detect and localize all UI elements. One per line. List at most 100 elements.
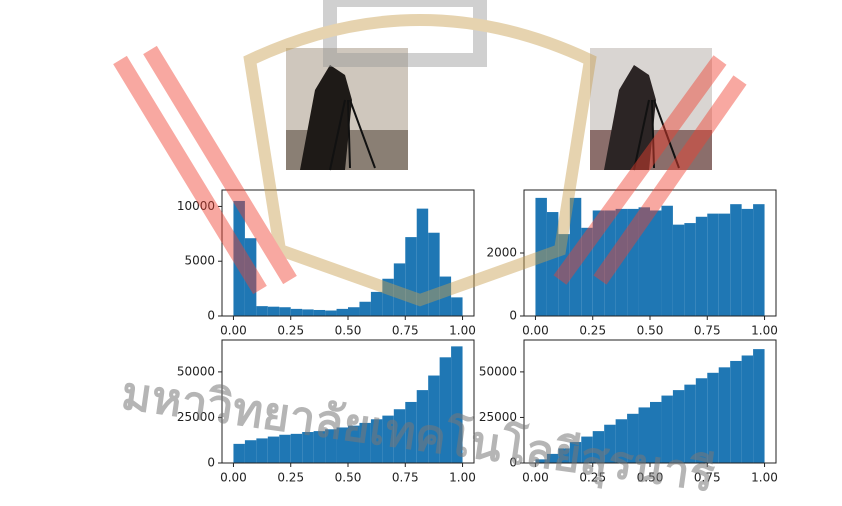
bar bbox=[558, 234, 570, 316]
x-tick-label: 0.25 bbox=[579, 324, 606, 338]
bar bbox=[581, 436, 593, 463]
x-tick-label: 0.00 bbox=[522, 324, 549, 338]
bar bbox=[569, 197, 582, 316]
bar bbox=[604, 210, 616, 316]
bar bbox=[695, 378, 708, 463]
bar bbox=[290, 433, 303, 463]
bar bbox=[393, 409, 406, 463]
bar bbox=[535, 459, 547, 463]
bar bbox=[233, 200, 245, 316]
bar bbox=[439, 276, 452, 316]
bar bbox=[615, 208, 628, 316]
bar bbox=[336, 308, 348, 316]
bar bbox=[302, 432, 314, 463]
bar bbox=[535, 197, 547, 316]
x-tick-label: 0.75 bbox=[694, 324, 721, 338]
bar bbox=[336, 427, 348, 463]
bar bbox=[428, 375, 440, 463]
bar bbox=[348, 307, 360, 316]
bar bbox=[348, 425, 360, 463]
bar bbox=[416, 390, 429, 463]
bar bbox=[695, 216, 708, 316]
bar bbox=[638, 207, 650, 316]
bar bbox=[359, 422, 371, 463]
bar bbox=[279, 307, 291, 316]
bar bbox=[730, 204, 742, 316]
bar bbox=[741, 355, 754, 463]
x-tick-label: 0.75 bbox=[392, 471, 419, 485]
bar bbox=[661, 395, 673, 463]
x-tick-label: 0.50 bbox=[335, 471, 362, 485]
bar bbox=[558, 448, 570, 463]
bar bbox=[707, 213, 719, 316]
bar bbox=[753, 204, 765, 316]
bar bbox=[741, 208, 754, 316]
x-tick-label: 0.50 bbox=[335, 324, 362, 338]
bar bbox=[730, 360, 742, 463]
bar bbox=[382, 278, 394, 316]
bar bbox=[684, 384, 696, 463]
bar bbox=[233, 443, 245, 463]
bar bbox=[313, 431, 326, 463]
bar bbox=[672, 390, 685, 463]
x-tick-label: 0.50 bbox=[637, 471, 664, 485]
histograms: 0.00 0.25 0.50 0.75 1.00 0 5000 10000 0.00 0.25 0.… bbox=[177, 189, 778, 485]
x-tick-label: 0.75 bbox=[694, 471, 721, 485]
bar bbox=[451, 297, 463, 316]
bar bbox=[405, 401, 417, 463]
bar bbox=[313, 309, 326, 316]
bar bbox=[581, 227, 593, 316]
bar bbox=[604, 424, 616, 463]
x-tick-label: 1.00 bbox=[449, 471, 476, 485]
bar bbox=[370, 419, 383, 463]
bar bbox=[256, 438, 268, 463]
watermark-logo bbox=[113, 0, 747, 307]
x-tick-label: 0.50 bbox=[637, 324, 664, 338]
x-tick-label: 1.00 bbox=[751, 324, 778, 338]
x-tick-label: 0.75 bbox=[392, 324, 419, 338]
x-tick-label: 0.25 bbox=[277, 471, 304, 485]
y-tick-label: 50000 bbox=[479, 364, 517, 378]
bar bbox=[451, 346, 463, 463]
bar bbox=[753, 349, 765, 463]
bar bbox=[672, 224, 685, 316]
bar bbox=[650, 401, 662, 463]
x-tick-label: 0.00 bbox=[522, 471, 549, 485]
bar bbox=[546, 212, 559, 316]
x-tick-label: 1.00 bbox=[751, 471, 778, 485]
bar bbox=[718, 367, 731, 463]
bar bbox=[661, 205, 673, 316]
y-tick-label: 0 bbox=[509, 309, 517, 323]
bar bbox=[244, 238, 257, 316]
x-tick-label: 0.25 bbox=[277, 324, 304, 338]
bar bbox=[718, 213, 731, 316]
bar bbox=[627, 413, 639, 463]
bar bbox=[684, 223, 696, 316]
bar bbox=[256, 306, 268, 316]
equalized-image bbox=[590, 48, 712, 171]
x-tick-label: 0.00 bbox=[220, 324, 247, 338]
bar bbox=[279, 434, 291, 463]
bar bbox=[592, 431, 605, 463]
bar bbox=[244, 440, 257, 463]
y-tick-label: 2000 bbox=[486, 246, 517, 260]
bar bbox=[592, 210, 605, 316]
bar bbox=[302, 309, 314, 316]
y-tick-label: 25000 bbox=[177, 410, 215, 424]
y-tick-label: 0 bbox=[207, 456, 215, 470]
y-tick-label: 0 bbox=[509, 456, 517, 470]
bar bbox=[707, 372, 719, 463]
bar bbox=[267, 306, 280, 316]
y-tick-label: 50000 bbox=[177, 364, 215, 378]
y-tick-label: 0 bbox=[207, 309, 215, 323]
y-tick-label: 5000 bbox=[184, 254, 215, 268]
x-tick-label: 0.00 bbox=[220, 471, 247, 485]
bar bbox=[325, 310, 337, 316]
bar bbox=[370, 291, 383, 316]
bar bbox=[416, 208, 429, 316]
bar bbox=[290, 308, 303, 316]
bar bbox=[382, 415, 394, 463]
y-tick-label: 10000 bbox=[177, 199, 215, 213]
